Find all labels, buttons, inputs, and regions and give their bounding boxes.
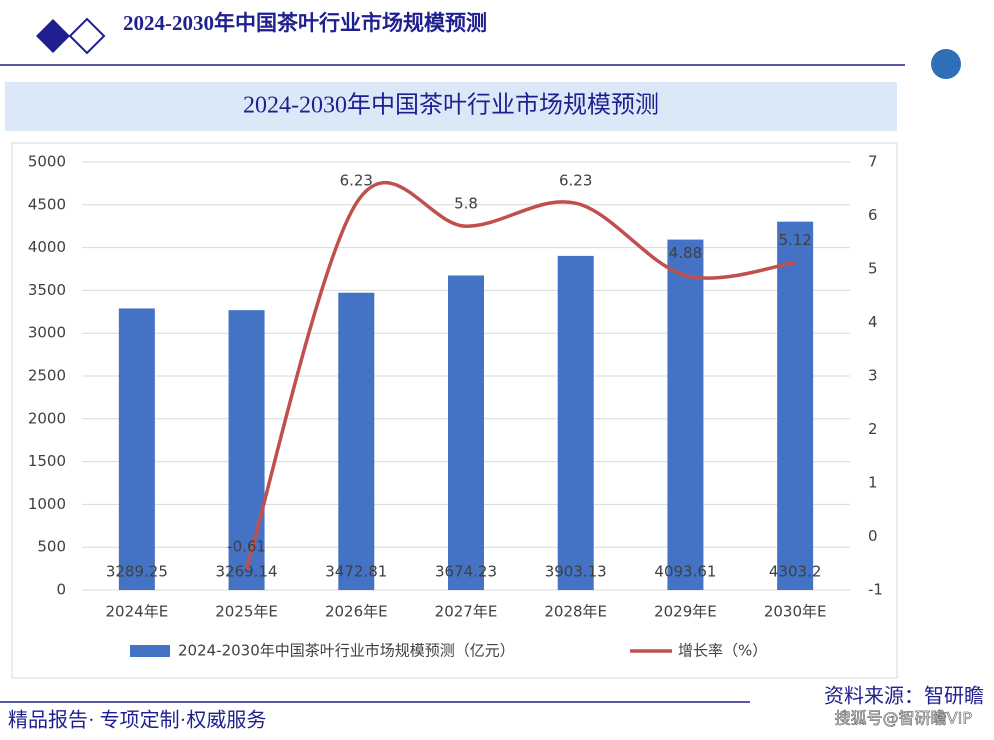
- bar: [228, 310, 265, 590]
- y2-tick-label: 2: [868, 420, 878, 438]
- data-label: 3269.14: [216, 563, 278, 581]
- x-tick-label: 2027年E: [435, 603, 498, 621]
- data-label: 4303.2: [769, 563, 822, 581]
- line: [244, 181, 796, 570]
- y-tick-label: 4500: [28, 195, 66, 213]
- y2-tick-label: 3: [868, 367, 878, 385]
- bar: [118, 308, 155, 590]
- y-tick-label: 1000: [28, 495, 66, 513]
- y2-tick-label: 1: [868, 474, 878, 492]
- y-tick-label: 1500: [28, 452, 66, 470]
- bar: [557, 255, 594, 590]
- data-label: 3674.23: [435, 563, 497, 581]
- legend-label: 2024-2030年中国茶叶行业市场规模预测（亿元）: [178, 642, 515, 660]
- y-tick-label: 3500: [28, 281, 66, 299]
- data-label: -0.61: [227, 538, 266, 556]
- y2-tick-label: 7: [868, 153, 878, 171]
- header-title: 2024-2030年中国茶叶行业市场规模预测: [123, 11, 487, 35]
- data-label: 3472.81: [325, 563, 387, 581]
- x-tick-label: 2026年E: [325, 603, 388, 621]
- diamond-icon: [68, 17, 106, 55]
- legend-label: 增长率（%）: [678, 642, 767, 660]
- legend-swatch: [130, 645, 170, 657]
- y-tick-label: 500: [37, 538, 66, 556]
- y2-tick-label: 5: [868, 260, 878, 278]
- x-tick-label: 2025年E: [215, 603, 278, 621]
- x-tick-label: 2030年E: [764, 603, 827, 621]
- x-tick-label: 2029年E: [654, 603, 717, 621]
- data-label: 5.8: [454, 195, 478, 213]
- bar: [777, 221, 814, 591]
- bar: [667, 239, 704, 591]
- diamond-icon: [36, 19, 70, 53]
- data-label: 3289.25: [106, 563, 168, 581]
- data-label: 3903.13: [545, 563, 607, 581]
- bar: [338, 292, 375, 590]
- data-label: 5.12: [778, 231, 811, 249]
- data-label: 6.23: [559, 172, 592, 190]
- data-label: 4093.61: [654, 563, 716, 581]
- y2-tick-label: 6: [868, 206, 878, 224]
- y-tick-label: 3000: [28, 324, 66, 342]
- bar: [448, 275, 484, 590]
- y-tick-label: 2000: [28, 409, 66, 427]
- x-tick-label: 2028年E: [544, 603, 607, 621]
- y2-tick-label: -1: [868, 581, 883, 599]
- y2-tick-label: 4: [868, 313, 878, 331]
- y-tick-label: 5000: [28, 153, 66, 171]
- y-tick-label: 2500: [28, 367, 66, 385]
- logo: [931, 49, 961, 79]
- plot: 0 500 1000 1500 2000 2500 3000 3500 4000 4500 5000…: [28, 153, 883, 660]
- chart-title: 2024-2030年中国茶叶行业市场规模预测: [243, 92, 659, 119]
- footer-slogan: 精品报告· 专项定制·权威服务: [8, 709, 266, 732]
- title-band: [5, 82, 897, 131]
- y-tick-label: 4000: [28, 238, 66, 256]
- y2-tick-label: 0: [868, 527, 878, 545]
- y-tick-label: 0: [56, 581, 66, 599]
- x-tick-label: 2024年E: [106, 603, 169, 621]
- data-label: 6.23: [340, 172, 373, 190]
- data-label: 4.88: [669, 244, 702, 262]
- source: 资料来源：智研瞻: [824, 685, 984, 708]
- watermark: 搜狐号@智研瞻VIP: [835, 709, 973, 728]
